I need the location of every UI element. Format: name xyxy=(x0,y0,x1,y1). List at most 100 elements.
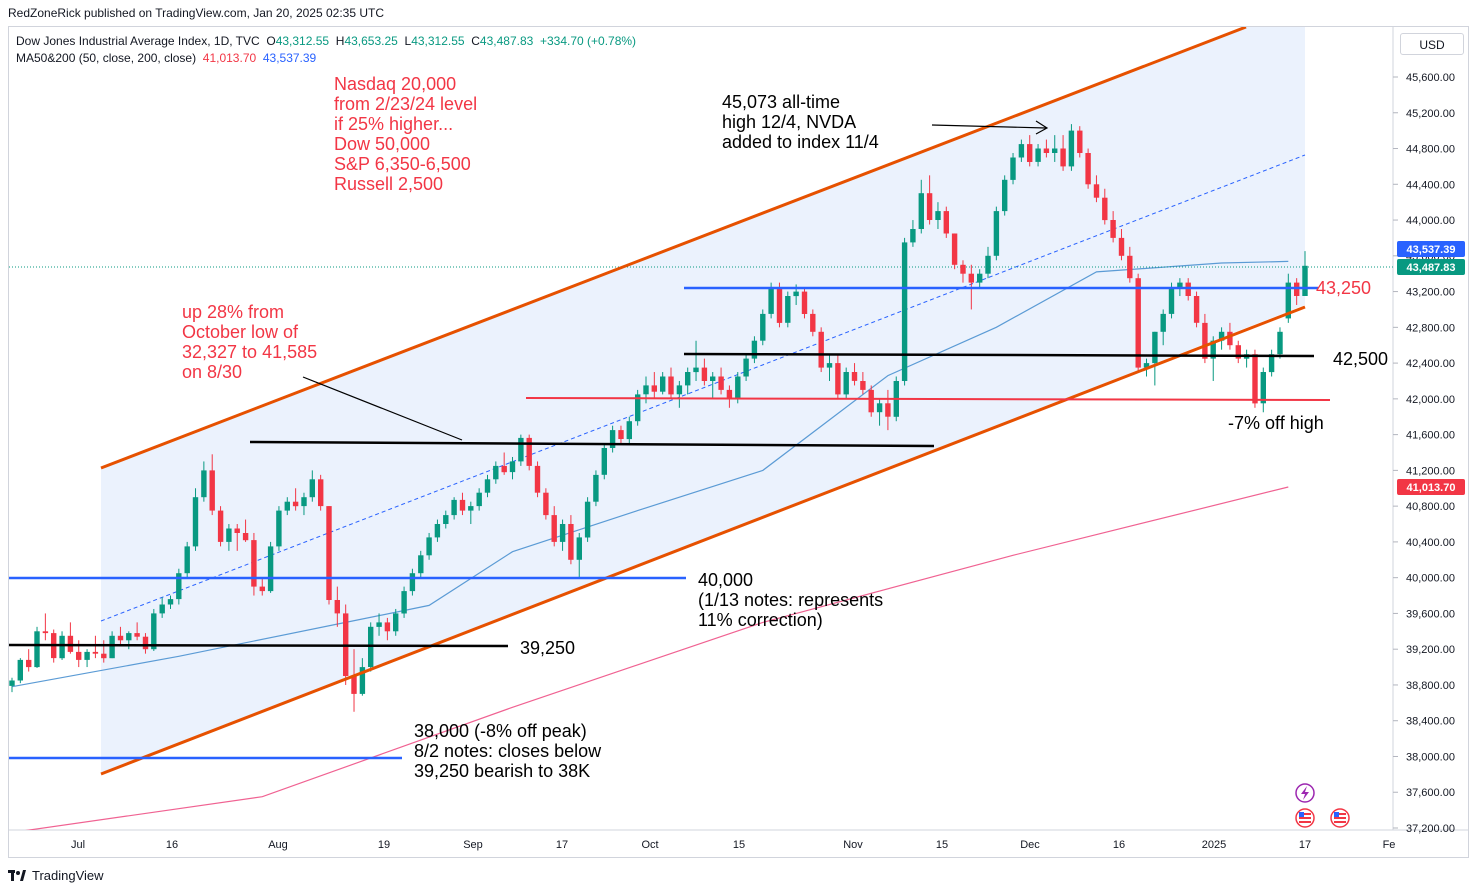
annotation-all-time-high: 45,073 all-time high 12/4, NVDA added to… xyxy=(722,92,879,152)
candle xyxy=(818,327,824,373)
price-tick-label: 41,600.00 xyxy=(1406,430,1455,442)
candle xyxy=(1268,349,1275,377)
price-tick-label: 38,800.00 xyxy=(1406,680,1455,692)
candle xyxy=(384,617,391,641)
time-tick-label: Fe xyxy=(1383,839,1396,851)
candle xyxy=(1085,148,1091,189)
candle xyxy=(493,461,499,484)
candle xyxy=(501,452,507,475)
candle xyxy=(359,658,366,696)
time-tick-label: 2025 xyxy=(1202,839,1226,851)
tradingview-logo-icon xyxy=(8,869,26,882)
time-tick-label: 15 xyxy=(733,839,745,851)
candle xyxy=(301,492,307,516)
ma50-value: 43,537.39 xyxy=(262,51,317,65)
level-41585-line[interactable] xyxy=(249,440,935,448)
high-value: 43,653.25 xyxy=(344,34,398,48)
price-label-badge: 41,013.70 xyxy=(1397,479,1465,495)
svg-text:43,487.83: 43,487.83 xyxy=(1407,262,1456,274)
price-tick-label: 40,000.00 xyxy=(1406,573,1455,585)
candle xyxy=(1235,340,1241,364)
annotation-off-high: -7% off high xyxy=(1228,413,1324,433)
candle xyxy=(1160,309,1166,346)
price-tick-label: 37,200.00 xyxy=(1406,823,1455,835)
lightning-icon[interactable] xyxy=(1295,783,1315,803)
candle xyxy=(159,597,165,618)
candle xyxy=(993,206,1000,261)
candle xyxy=(1294,278,1300,305)
time-tick-label: 16 xyxy=(166,839,178,851)
candle xyxy=(434,519,441,542)
candle xyxy=(1002,175,1008,216)
candle xyxy=(484,474,491,498)
us-flag-icon[interactable] xyxy=(1295,808,1315,828)
open-value: 43,312.55 xyxy=(275,34,330,48)
candle xyxy=(167,595,174,609)
published-info: RedZoneRick published on TradingView.com… xyxy=(8,6,385,20)
candle xyxy=(326,506,332,605)
ma-legend: MA50&200 (50, close, 200, close) 41,013.… xyxy=(16,51,316,65)
candle xyxy=(351,649,357,712)
candle xyxy=(685,367,691,395)
price-labels: 43,537.39 43,487.83 41,013.70 xyxy=(1397,241,1465,495)
currency-selector[interactable]: USD xyxy=(1400,33,1464,55)
candle xyxy=(142,633,149,654)
candle xyxy=(626,416,632,444)
candle xyxy=(534,461,541,498)
price-tick-label: 42,000.00 xyxy=(1406,394,1455,406)
channel-upper-line[interactable] xyxy=(100,27,1247,470)
open-label: O xyxy=(266,34,276,48)
time-tick-label: Oct xyxy=(641,839,658,851)
annotation-october-low: up 28% from October low of 32,327 to 41,… xyxy=(182,302,318,382)
candle xyxy=(551,506,557,547)
candle xyxy=(284,497,290,516)
candle xyxy=(1193,291,1200,328)
price-axis[interactable]: 45,600.00 45,200.00 44,800.00 44,400.00 44,0… xyxy=(1393,72,1455,835)
low-value: 43,312.55 xyxy=(411,34,465,48)
time-tick-label: 19 xyxy=(378,839,390,851)
time-tick-label: 16 xyxy=(1113,839,1125,851)
level-42000-line[interactable] xyxy=(525,397,1331,401)
candle xyxy=(1077,126,1083,158)
candle xyxy=(543,488,549,520)
candle xyxy=(318,474,324,511)
candle xyxy=(668,367,674,399)
channel-lower-line[interactable] xyxy=(100,305,1306,776)
ma-indicator-name[interactable]: MA50&200 (50, close, 200, close) xyxy=(16,51,197,65)
candle xyxy=(726,385,733,408)
candle xyxy=(409,568,416,596)
candlesticks xyxy=(9,124,1308,712)
time-tick-label: Aug xyxy=(268,839,288,851)
candle xyxy=(593,470,599,507)
candle xyxy=(9,677,15,693)
level-42500-line[interactable] xyxy=(683,352,1315,358)
candle xyxy=(901,237,908,386)
price-tick-label: 41,200.00 xyxy=(1406,465,1455,477)
level-39250-line[interactable] xyxy=(9,643,509,648)
candle xyxy=(576,532,582,578)
price-label-badge: 43,537.39 xyxy=(1397,241,1465,257)
candle xyxy=(117,626,124,645)
candle xyxy=(835,354,841,399)
candle xyxy=(1118,228,1125,261)
ma200-value: 41,013.70 xyxy=(202,51,257,65)
time-tick-label: 17 xyxy=(1299,839,1311,851)
candle xyxy=(885,389,891,431)
candle xyxy=(84,649,90,668)
annotation-39250: 39,250 xyxy=(520,638,576,658)
footer-brand[interactable]: TradingView xyxy=(32,868,104,883)
candle xyxy=(785,291,791,328)
candle xyxy=(910,220,916,247)
candle xyxy=(609,425,616,453)
time-axis[interactable]: Jul 16 Aug 19 Sep 17 Oct 15 Nov 15 Dec 16 2025 17 Fe xyxy=(71,839,1395,851)
symbol-name[interactable]: Dow Jones Industrial Average Index, 1D, … xyxy=(16,34,260,48)
candle xyxy=(1185,278,1191,301)
candle xyxy=(393,608,399,636)
candle xyxy=(201,461,207,502)
time-tick-label: 17 xyxy=(556,839,568,851)
candle xyxy=(743,354,749,381)
candle xyxy=(226,524,232,551)
us-flag-icon[interactable] xyxy=(1330,808,1350,828)
candle xyxy=(826,354,833,381)
